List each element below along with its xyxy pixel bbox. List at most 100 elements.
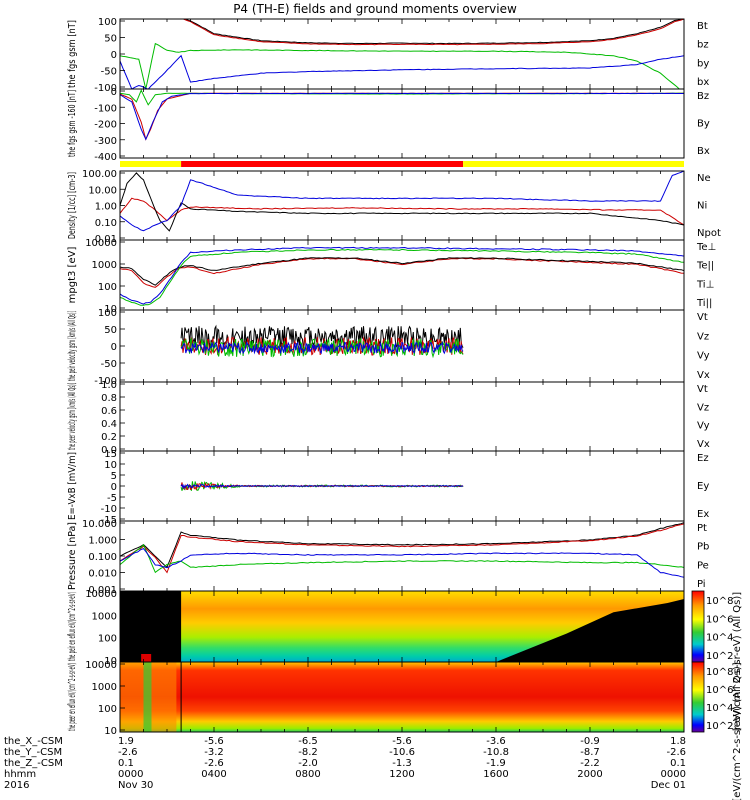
series-group bbox=[180, 324, 464, 359]
y-tick-label: 10000 bbox=[85, 660, 117, 671]
ephemeris-value: -10.8 bbox=[483, 747, 509, 758]
y-tick-label: 10 bbox=[104, 304, 117, 315]
y-tick-label: 0.01 bbox=[95, 234, 117, 245]
legend-Te||: Te|| bbox=[696, 261, 714, 272]
y-tick-label: 10 bbox=[104, 656, 117, 667]
legend-Ez: Ez bbox=[697, 453, 709, 464]
y-tick-label: -100 bbox=[94, 376, 117, 387]
y-tick-label: 0.8 bbox=[101, 393, 117, 404]
colorbar-tick-label: 10^6 bbox=[706, 685, 733, 696]
y-tick-label: 0.0 bbox=[101, 445, 117, 456]
panel-frame bbox=[119, 170, 685, 241]
y-tick-label: 10 bbox=[104, 460, 117, 471]
series-group bbox=[120, 522, 684, 578]
ephemeris-value: 1200 bbox=[389, 769, 414, 780]
ephemeris-value: -2.6 bbox=[204, 758, 224, 769]
legend-Pe: Pe bbox=[697, 560, 709, 571]
legend-bz: bz bbox=[697, 40, 709, 51]
legend-Ni: Ni bbox=[697, 201, 707, 212]
y-tick-label: 0.10 bbox=[95, 218, 117, 229]
panel-4: Te⊥ Te|| Ti⊥ Ti|| 10000 1000 100 10 mpgt3 [eV] bbox=[67, 238, 716, 315]
ephemeris-value: 0800 bbox=[295, 769, 320, 780]
y-tick-label: 10000 bbox=[85, 238, 117, 249]
ephemeris-value: -5.6 bbox=[392, 736, 412, 747]
y-tick-label: -300 bbox=[94, 136, 117, 147]
colorbar-label: [eV/(cm^2-s-sr-eV) (All Qs)] bbox=[732, 662, 743, 800]
panel-frame bbox=[119, 88, 685, 159]
legend-Npot: Npot bbox=[697, 228, 721, 239]
y-tick-label: 0.2 bbox=[101, 432, 117, 443]
y-tick-label: -50 bbox=[101, 359, 117, 370]
legend-Pb: Pb bbox=[697, 542, 709, 553]
legend-by: by bbox=[697, 58, 709, 69]
ephemeris-value: -3.2 bbox=[204, 747, 224, 758]
y-axis-label: the peer en eflux eV/(cm^2-s-sr-eV) bbox=[67, 663, 78, 731]
y-tick-label: 0 bbox=[111, 342, 117, 353]
legend-Vx: Vx bbox=[697, 439, 710, 450]
panel-1: Bz By Bx 0 -100 -200 -300 -400 the fgs gsm -160 … bbox=[67, 87, 710, 163]
y-tick-label: 100.00 bbox=[82, 169, 117, 180]
ephemeris-value: -5.6 bbox=[204, 736, 224, 747]
panel-10: 10^8 10^6 10^4 10^2[eV/(cm^2-s-sr-eV) (All … bbox=[67, 660, 743, 800]
panel-8: Pt Pb Pe Pi 10.000 1.000 0.100 0.010 0.001 Pressu… bbox=[67, 519, 709, 596]
ephemeris-value: 0000 bbox=[661, 769, 686, 780]
series-Npot bbox=[120, 171, 684, 232]
y-axis-label: mpgt3 [eV] bbox=[67, 247, 78, 304]
y-tick-label: 1.0 bbox=[101, 380, 117, 391]
y-axis-label: the peer velocity gsm [km/s (All Qs)] bbox=[67, 383, 78, 450]
series-Ti|| bbox=[120, 248, 684, 306]
series-Ex bbox=[180, 483, 464, 490]
y-tick-label: 100 bbox=[98, 17, 117, 28]
y-tick-label: -10 bbox=[101, 504, 117, 515]
colorbar bbox=[691, 590, 705, 663]
y-tick-label: 10000 bbox=[85, 589, 117, 600]
y-tick-label: 0.010 bbox=[88, 569, 117, 580]
colorbar-label: [eV/(cm^2-s-sr-eV) (All Qs)] bbox=[732, 592, 743, 731]
y-tick-label: 0 bbox=[111, 482, 117, 493]
colorbar bbox=[691, 661, 705, 733]
y-tick-label: 10 bbox=[104, 726, 117, 737]
y-tick-label: 10.000 bbox=[82, 519, 117, 530]
series-Pb bbox=[120, 523, 684, 574]
y-tick-label: 50 bbox=[104, 34, 117, 45]
legend-Bx: Bx bbox=[697, 146, 710, 157]
spectrogram-spot bbox=[141, 654, 152, 662]
series-Ti⊥ bbox=[120, 246, 684, 305]
ephemeris-value: 1.8 bbox=[670, 736, 686, 747]
y-tick-label: 0.100 bbox=[88, 552, 117, 563]
ephemeris-value: -2.0 bbox=[298, 758, 318, 769]
legend-Ti||: Ti|| bbox=[696, 298, 712, 309]
panel-0: Bt bz by bx 100 50 0 -50 -100 the fgs gsm [nT] bbox=[67, 17, 709, 94]
ephemeris-value: 2000 bbox=[577, 769, 602, 780]
panel-3: Ne Ni Npot 100.00 10.00 1.00 0.10 0.01 Density [… bbox=[67, 169, 721, 245]
y-tick-label: 0.4 bbox=[101, 419, 117, 430]
legend-Vt: Vt bbox=[697, 312, 708, 323]
ephemeris-value: -2.6 bbox=[666, 747, 686, 758]
y-tick-label: 15 bbox=[104, 449, 117, 460]
y-tick-label: 100 bbox=[98, 634, 117, 645]
y-tick-label: 1000 bbox=[92, 260, 117, 271]
y-tick-label: -5 bbox=[107, 493, 117, 504]
y-tick-label: 1.000 bbox=[88, 536, 117, 547]
y-axis-label: the fgs gsm [nT] bbox=[67, 20, 78, 88]
ephemeris-value: 0000 bbox=[118, 769, 143, 780]
y-tick-label: 0 bbox=[111, 87, 117, 98]
series-group bbox=[120, 89, 684, 141]
ephemeris-row-label: hhmm bbox=[4, 769, 36, 780]
series-Bx bbox=[120, 92, 684, 141]
series-Ni bbox=[120, 172, 684, 232]
y-tick-label: 0.001 bbox=[88, 585, 117, 596]
spectrogram-gap bbox=[120, 591, 182, 662]
legend-Ne: Ne bbox=[697, 173, 711, 184]
y-tick-label: -200 bbox=[94, 120, 117, 131]
ephemeris-value: -8.2 bbox=[298, 747, 318, 758]
series-Te⊥ bbox=[120, 257, 684, 288]
series-group bbox=[120, 246, 684, 306]
y-tick-label: 5 bbox=[111, 471, 117, 482]
y-tick-label: 10.00 bbox=[88, 185, 117, 196]
panel-frame bbox=[119, 381, 685, 452]
legend-Vz: Vz bbox=[697, 402, 709, 413]
y-tick-label: 1.00 bbox=[95, 202, 117, 213]
